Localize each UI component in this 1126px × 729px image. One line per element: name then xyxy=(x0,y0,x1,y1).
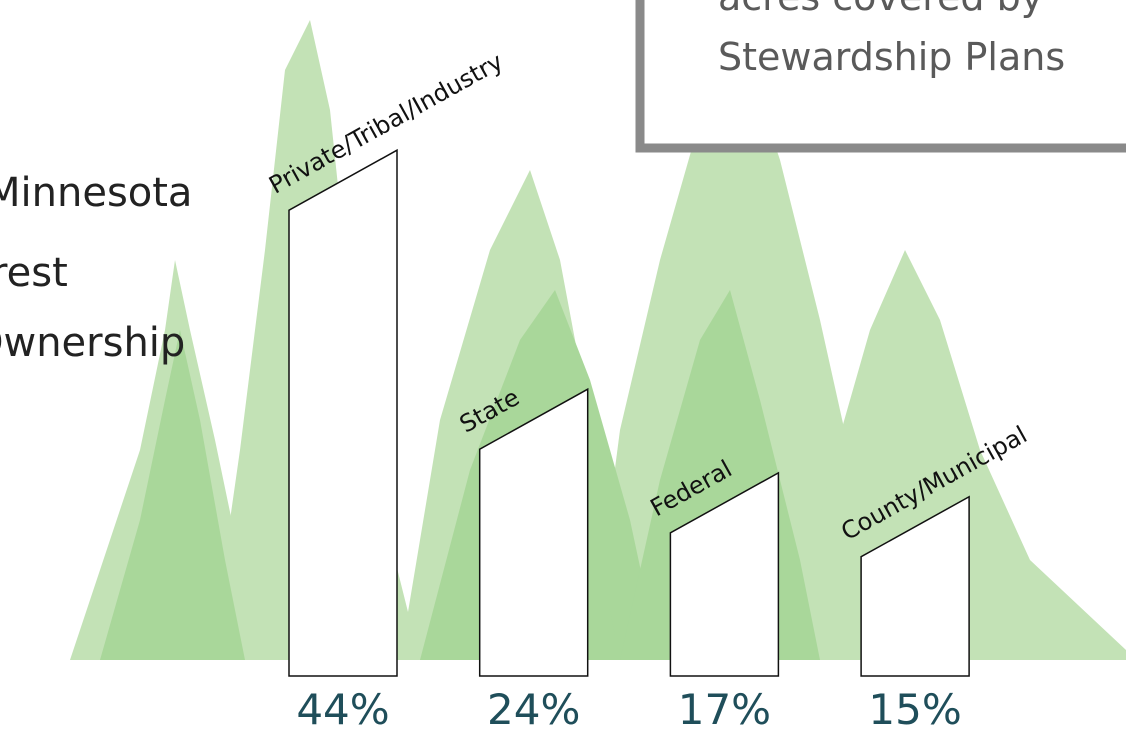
callout-text: acres covered by xyxy=(718,0,1043,19)
title-line: Ownership xyxy=(0,320,185,366)
page: {"chart_data": {"type": "bar", "title": … xyxy=(0,0,1126,729)
chart: acres covered by Stewardship Plans Minne… xyxy=(0,0,1126,729)
value-label: 17% xyxy=(678,685,771,729)
title-line: Minnesota xyxy=(0,170,192,216)
callout-box: acres covered by Stewardship Plans xyxy=(640,0,1126,148)
callout-text: Stewardship Plans xyxy=(718,35,1065,79)
title-line: Forest xyxy=(0,250,68,296)
value-label: 24% xyxy=(487,685,580,729)
bar xyxy=(289,150,397,676)
value-label: 44% xyxy=(296,685,389,729)
value-label: 15% xyxy=(868,685,961,729)
